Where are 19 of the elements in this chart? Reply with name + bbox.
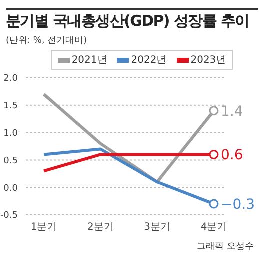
data-label: 0.6 xyxy=(221,148,244,164)
legend-label: 2022년 xyxy=(130,54,167,67)
y-tick-label: 0.5 xyxy=(4,156,18,166)
text: 그래픽 오성수 xyxy=(197,241,254,253)
legend-label: 2023년 xyxy=(190,54,226,67)
x-tick-label: 4분기 xyxy=(200,222,228,234)
chart-title: 분기별 국내총생산(GDP) 성장률 추이 xyxy=(6,12,250,31)
y-tick-label: 1.0 xyxy=(4,128,18,139)
legend-label: 2021년 xyxy=(70,54,108,67)
y-tick-label: 1.5 xyxy=(4,102,18,112)
chart-subtitle: (단위: %, 전기대비) xyxy=(6,35,88,47)
x-tick-label: 1분기 xyxy=(30,222,58,234)
y-tick-label: 0.0 xyxy=(4,184,18,194)
y-tick-label: -0.5 xyxy=(0,211,18,222)
y-tick-label: 2.0 xyxy=(4,74,18,84)
data-label: 1.4 xyxy=(221,104,244,120)
x-tick-label: 2분기 xyxy=(87,222,114,234)
x-tick-label: 3분기 xyxy=(144,222,171,234)
data-label: −0.3 xyxy=(221,197,255,214)
